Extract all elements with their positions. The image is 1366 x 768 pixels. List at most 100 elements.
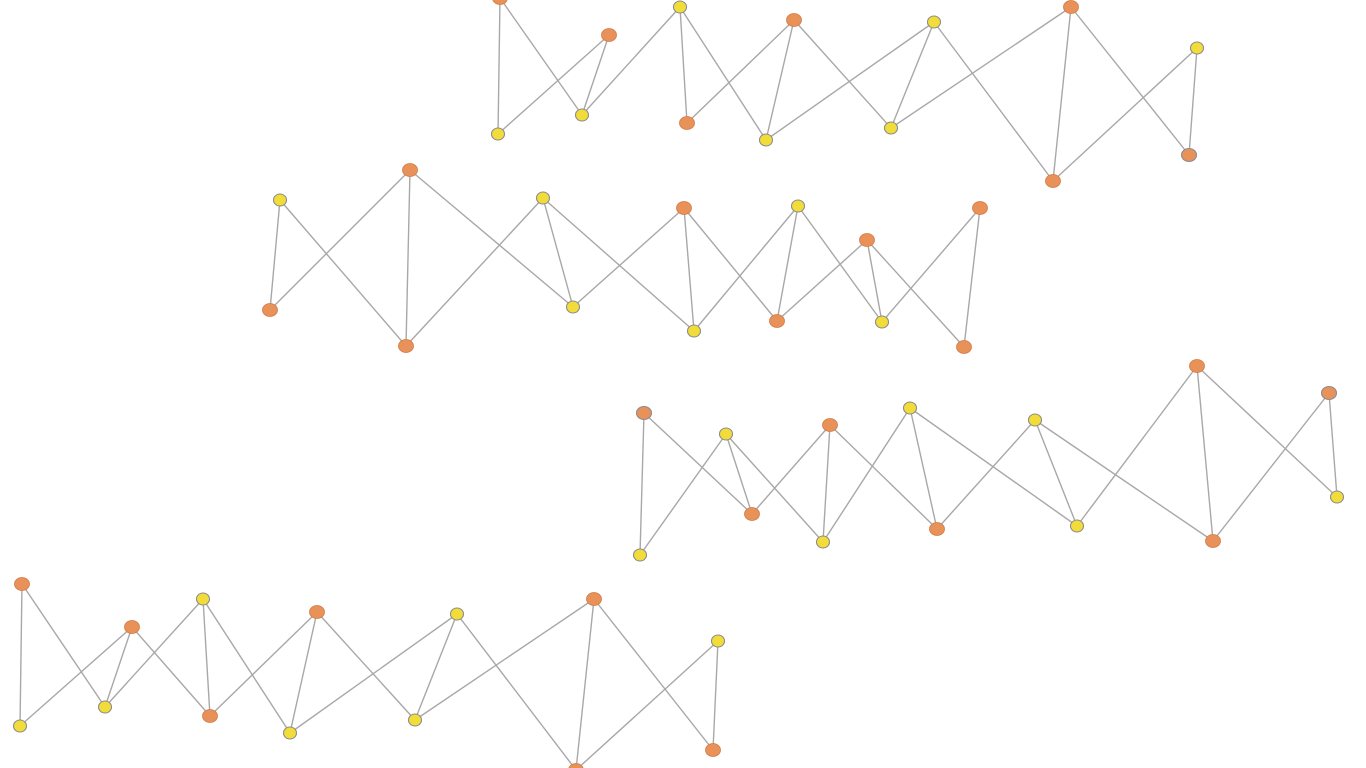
edge	[909, 407, 938, 530]
edge	[829, 424, 938, 530]
yellow-node	[1329, 490, 1345, 504]
edge	[776, 239, 868, 322]
edge	[497, 0, 501, 135]
edge	[683, 207, 695, 332]
orange-node	[398, 339, 414, 353]
edge	[686, 19, 795, 124]
orange-node	[635, 405, 653, 421]
orange-node	[676, 201, 692, 215]
edge	[751, 424, 831, 515]
yellow-node	[565, 300, 581, 314]
edge	[593, 598, 714, 751]
edge	[679, 6, 767, 141]
yellow-node	[686, 324, 702, 338]
edge	[693, 205, 799, 332]
edge	[1034, 419, 1078, 527]
edge	[639, 433, 727, 556]
edge	[679, 6, 688, 124]
edge	[866, 239, 883, 323]
edge	[104, 598, 204, 708]
orange-node	[1045, 174, 1061, 188]
edge	[19, 626, 133, 727]
orange-node	[1320, 385, 1338, 401]
orange-node	[679, 116, 695, 130]
orange-node	[822, 418, 838, 432]
yellow-node	[449, 607, 465, 621]
edge	[456, 613, 576, 768]
orange-node	[786, 13, 802, 27]
yellow-node	[926, 15, 942, 29]
network-1	[490, 0, 1205, 188]
edge	[209, 611, 318, 717]
edge	[866, 239, 965, 348]
orange-node	[262, 303, 278, 317]
edge	[881, 207, 981, 323]
yellow-node	[272, 193, 288, 207]
edge	[776, 205, 799, 322]
edge	[1196, 365, 1338, 498]
edge	[639, 412, 645, 556]
edge	[936, 419, 1036, 530]
orange-node	[309, 605, 325, 619]
orange-node	[492, 0, 508, 5]
yellow-node	[790, 199, 806, 213]
edge	[683, 207, 778, 322]
yellow-node	[97, 700, 113, 714]
edge	[572, 207, 685, 308]
edge	[1034, 419, 1214, 542]
edge	[890, 21, 935, 129]
edge	[963, 207, 981, 348]
yellow-node	[1027, 413, 1043, 427]
yellow-node	[1189, 41, 1205, 55]
edge	[131, 626, 211, 717]
edge	[409, 169, 574, 308]
edge	[1188, 47, 1198, 156]
edge	[1328, 392, 1338, 498]
edge	[414, 613, 458, 721]
edge	[104, 626, 133, 708]
edge	[269, 199, 281, 311]
yellow-node	[12, 719, 28, 733]
edge	[269, 169, 411, 311]
orange-node	[1189, 359, 1205, 373]
edge	[500, 0, 583, 116]
network-3	[632, 359, 1345, 562]
yellow-node	[902, 401, 918, 415]
edge	[289, 613, 458, 734]
edge	[289, 611, 318, 734]
edge	[577, 640, 719, 768]
edge	[1196, 365, 1214, 542]
edge	[1052, 6, 1072, 182]
orange-node	[1063, 0, 1079, 14]
yellow-node	[710, 634, 726, 648]
yellow-node	[883, 121, 899, 135]
edge	[890, 6, 1072, 129]
edge	[19, 583, 23, 727]
yellow-node	[574, 108, 590, 122]
edge	[575, 598, 595, 768]
edge	[279, 199, 407, 347]
yellow-node	[874, 315, 890, 329]
yellow-node	[407, 713, 423, 727]
orange-node	[956, 340, 972, 354]
yellow-node	[535, 191, 551, 205]
edge	[822, 424, 831, 543]
edge	[316, 611, 416, 721]
network-4	[12, 577, 726, 768]
edge	[542, 197, 574, 308]
edge	[1052, 47, 1198, 182]
yellow-node	[632, 548, 648, 562]
yellow-node	[282, 726, 298, 740]
orange-node	[929, 522, 945, 536]
orange-node	[14, 577, 30, 591]
edge	[202, 598, 291, 734]
edge	[765, 19, 795, 141]
edge	[793, 19, 892, 129]
orange-node	[568, 763, 584, 768]
edge	[405, 197, 544, 347]
edge	[712, 640, 719, 751]
orange-node	[124, 620, 140, 634]
yellow-node	[1069, 519, 1085, 533]
edge	[765, 21, 935, 141]
